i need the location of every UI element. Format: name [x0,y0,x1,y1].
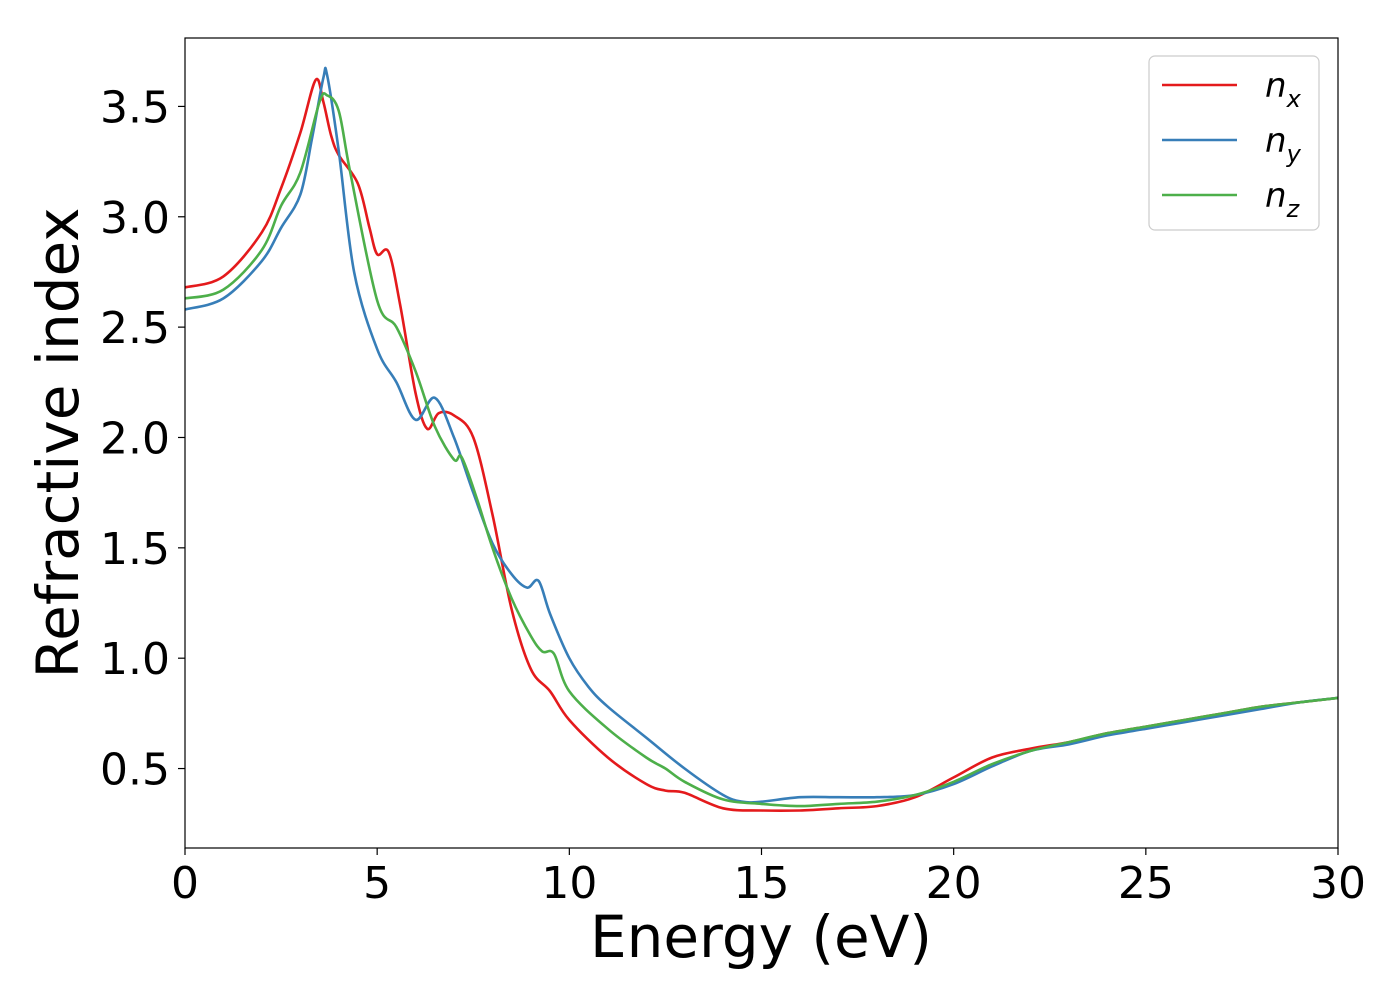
y-tick-label: 3.0 [100,193,170,244]
y-tick-label: 3.5 [100,82,170,133]
legend-box [1148,55,1320,231]
y-tick-label: 0.5 [100,745,170,796]
x-axis-label: Energy (eV) [590,903,932,971]
y-axis-ticks: 0.5 1.0 1.5 2.0 2.5 3.0 3.5 [100,82,185,796]
plot-background [185,38,1338,848]
series-lines [184,66,1339,813]
legend: nx ny nz [1148,55,1320,231]
y-tick-label: 2.5 [100,303,170,354]
y-tick-label: 1.0 [100,634,170,685]
legend-label-x: nx [1265,66,1302,113]
series-line-z [184,92,1339,808]
x-tick-label: 0 [171,858,199,909]
x-tick-label: 20 [926,858,982,909]
x-tick-label: 5 [363,858,391,909]
x-tick-label: 15 [734,858,790,909]
legend-label-y: ny [1265,121,1302,168]
series-line-y [184,66,1339,804]
legend-label-z: nz [1265,176,1301,223]
x-tick-label: 30 [1310,858,1366,909]
y-tick-label: 2.0 [100,413,170,464]
x-tick-label: 10 [541,858,597,909]
y-axis-label: Refractive index [24,207,92,678]
x-tick-label: 25 [1118,858,1174,909]
x-axis-ticks: 0 5 10 15 20 25 30 [171,848,1366,909]
y-tick-label: 1.5 [100,524,170,575]
